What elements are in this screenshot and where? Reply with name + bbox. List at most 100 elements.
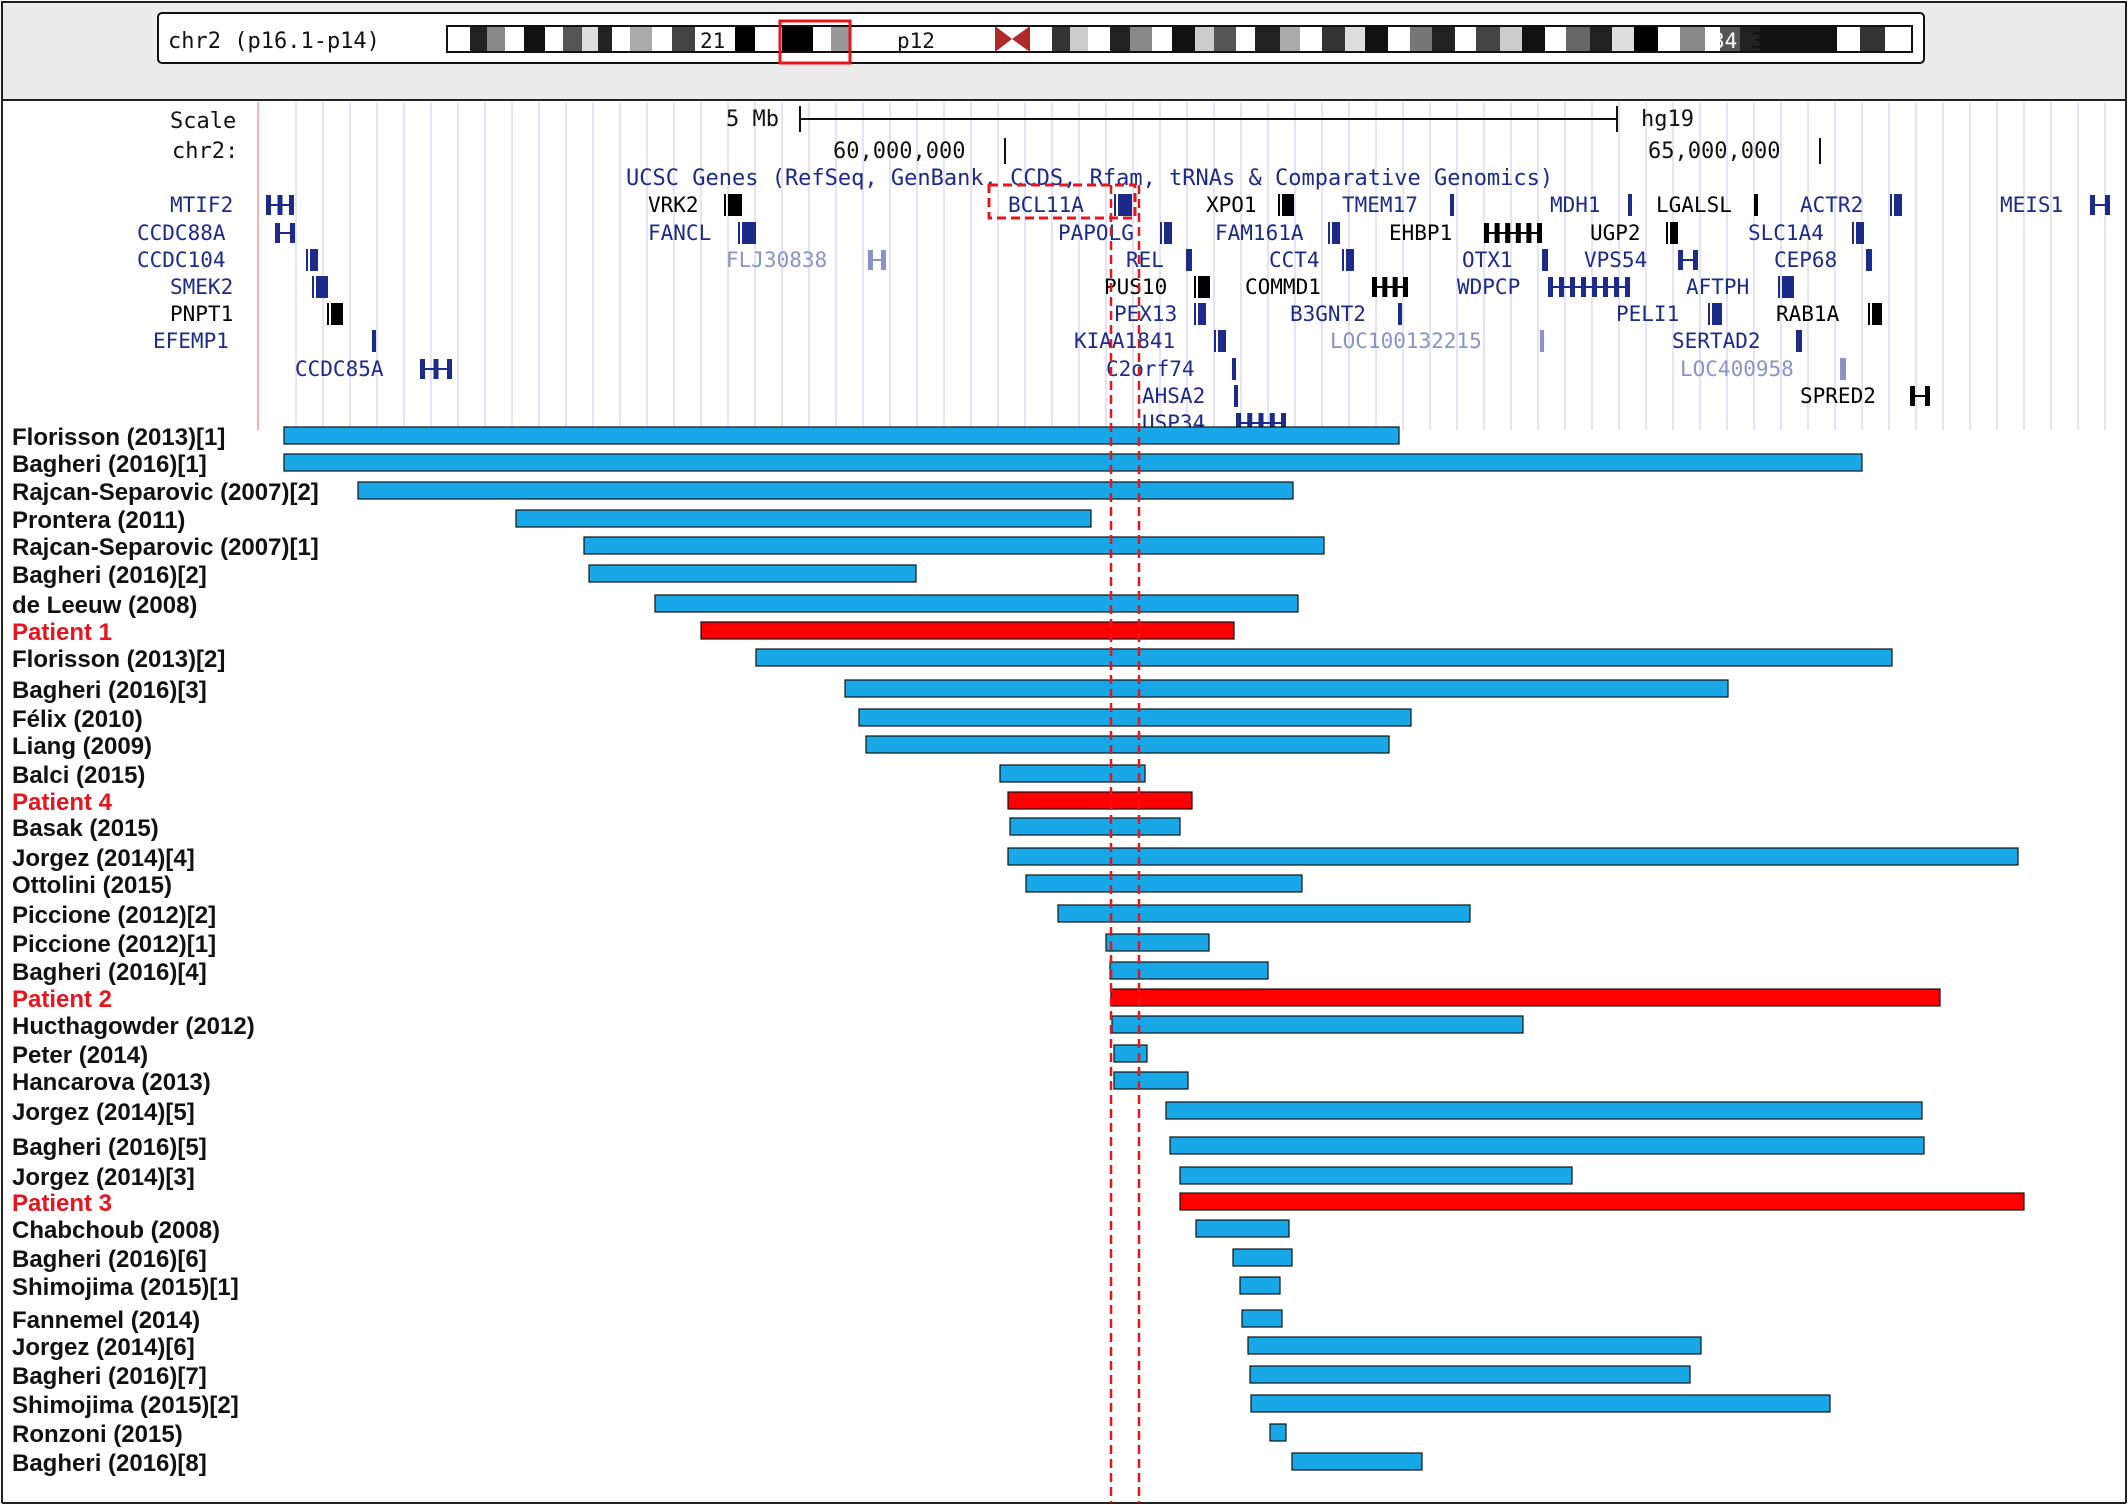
gene-model-spred2[interactable] (1910, 386, 1930, 406)
gene-label-efemp1[interactable]: EFEMP1 (153, 329, 229, 353)
case-bar-jorgez-2014-3[interactable] (1179, 1166, 1573, 1185)
case-bar-bagheri-2016-6[interactable] (1232, 1248, 1293, 1267)
gene-model-usp34[interactable] (1236, 413, 1286, 433)
gene-label-mtif2[interactable]: MTIF2 (170, 193, 233, 217)
gene-model-fam161a[interactable] (1328, 222, 1340, 244)
gene-label-commd1[interactable]: COMMD1 (1245, 275, 1321, 299)
case-bar-patient-2[interactable] (1110, 988, 1941, 1007)
gene-label-xpo1[interactable]: XPO1 (1206, 193, 1257, 217)
gene-label-ehbp1[interactable]: EHBP1 (1389, 221, 1452, 245)
case-bar-jorgez-2014-4[interactable] (1007, 847, 2019, 866)
gene-model-mtif2[interactable] (266, 195, 294, 215)
gene-model-sertad2[interactable] (1796, 330, 1802, 352)
gene-model-mdh1[interactable] (1628, 194, 1632, 216)
case-bar-ronzoni-2015[interactable] (1269, 1423, 1287, 1442)
gene-model-papolg[interactable] (1160, 222, 1172, 244)
gene-model-bcl11a[interactable] (1114, 194, 1132, 216)
case-bar-bagheri-2016-1[interactable] (283, 453, 1863, 472)
gene-label-flj30838[interactable]: FLJ30838 (726, 248, 827, 272)
gene-label-mdh1[interactable]: MDH1 (1550, 193, 1601, 217)
gene-label-spred2[interactable]: SPRED2 (1800, 384, 1876, 408)
case-bar-jorgez-2014-6[interactable] (1247, 1336, 1702, 1355)
gene-label-kiaa1841[interactable]: KIAA1841 (1074, 329, 1175, 353)
gene-model-rab1a[interactable] (1868, 303, 1882, 325)
gene-label-pex13[interactable]: PEX13 (1114, 302, 1177, 326)
gene-model-efemp1[interactable] (372, 330, 376, 352)
gene-model-pex13[interactable] (1194, 303, 1206, 325)
case-bar-patient-1[interactable] (700, 621, 1235, 640)
gene-model-pus10[interactable] (1194, 276, 1210, 298)
case-bar-bagheri-2016-7[interactable] (1249, 1365, 1691, 1384)
gene-label-vps54[interactable]: VPS54 (1584, 248, 1647, 272)
gene-model-flj30838[interactable] (868, 250, 886, 270)
gene-model-wdpcp[interactable] (1548, 277, 1630, 297)
gene-model-slc1a4[interactable] (1852, 222, 1864, 244)
gene-label-ahsa2[interactable]: AHSA2 (1142, 384, 1205, 408)
gene-label-smek2[interactable]: SMEK2 (170, 275, 233, 299)
gene-label-ccdc88a[interactable]: CCDC88A (137, 221, 226, 245)
gene-model-pnpt1[interactable] (327, 303, 343, 325)
case-bar-shimojima-2015-1[interactable] (1239, 1276, 1281, 1295)
case-bar-de-leeuw-2008[interactable] (654, 594, 1299, 613)
gene-model-loc100132215[interactable] (1540, 330, 1544, 352)
case-bar-chabchoub-2008[interactable] (1195, 1219, 1290, 1238)
gene-model-cct4[interactable] (1342, 249, 1354, 271)
case-bar-bagheri-2016-5[interactable] (1169, 1136, 1925, 1155)
gene-label-slc1a4[interactable]: SLC1A4 (1748, 221, 1824, 245)
gene-label-cct4[interactable]: CCT4 (1269, 248, 1320, 272)
gene-label-ugp2[interactable]: UGP2 (1590, 221, 1641, 245)
case-bar-prontera-2011[interactable] (515, 509, 1092, 528)
case-bar-patient-3[interactable] (1179, 1192, 2025, 1211)
case-bar-hancarova-2013[interactable] (1113, 1071, 1189, 1090)
gene-label-aftph[interactable]: AFTPH (1686, 275, 1749, 299)
gene-model-vps54[interactable] (1678, 250, 1698, 270)
case-bar-bagheri-2016-4[interactable] (1109, 961, 1269, 980)
gene-model-peli1[interactable] (1708, 303, 1722, 325)
gene-label-pus10[interactable]: PUS10 (1104, 275, 1167, 299)
gene-label-ccdc104[interactable]: CCDC104 (137, 248, 226, 272)
gene-label-c2orf74[interactable]: C2orf74 (1106, 357, 1195, 381)
case-bar-shimojima-2015-2[interactable] (1250, 1394, 1831, 1413)
case-bar-florisson-2013-2[interactable] (755, 648, 1893, 667)
gene-label-ccdc85a[interactable]: CCDC85A (295, 357, 384, 381)
gene-label-wdpcp[interactable]: WDPCP (1457, 275, 1520, 299)
gene-model-vrk2[interactable] (724, 194, 742, 216)
gene-model-c2orf74[interactable] (1232, 358, 1236, 380)
case-bar-fannemel-2014[interactable] (1241, 1309, 1283, 1328)
case-bar-balci-2015[interactable] (999, 764, 1146, 783)
gene-model-rel[interactable] (1186, 249, 1192, 271)
gene-label-tmem17[interactable]: TMEM17 (1342, 193, 1418, 217)
gene-label-bcl11a[interactable]: BCL11A (1008, 193, 1084, 217)
gene-model-xpo1[interactable] (1278, 194, 1294, 216)
gene-model-cep68[interactable] (1866, 249, 1872, 271)
gene-model-meis1[interactable] (2090, 195, 2110, 215)
gene-model-ahsa2[interactable] (1234, 385, 1238, 407)
gene-model-otx1[interactable] (1542, 249, 1548, 271)
gene-label-b3gnt2[interactable]: B3GNT2 (1290, 302, 1366, 326)
case-bar-jorgez-2014-5[interactable] (1165, 1101, 1923, 1120)
gene-label-actr2[interactable]: ACTR2 (1800, 193, 1863, 217)
gene-label-fam161a[interactable]: FAM161A (1215, 221, 1304, 245)
gene-label-rab1a[interactable]: RAB1A (1776, 302, 1840, 326)
case-bar-ottolini-2015[interactable] (1025, 874, 1303, 893)
gene-model-b3gnt2[interactable] (1398, 303, 1402, 325)
gene-model-lgalsl[interactable] (1754, 194, 1758, 216)
gene-label-loc100132215[interactable]: LOC100132215 (1330, 329, 1482, 353)
case-bar-rajcan-separovic-2007-1[interactable] (583, 536, 1325, 555)
case-bar-f-lix-2010[interactable] (858, 708, 1412, 727)
gene-label-meis1[interactable]: MEIS1 (2000, 193, 2063, 217)
case-bar-bagheri-2016-8[interactable] (1291, 1452, 1423, 1471)
gene-model-tmem17[interactable] (1450, 194, 1454, 216)
case-bar-liang-2009[interactable] (865, 735, 1390, 754)
gene-model-kiaa1841[interactable] (1214, 330, 1226, 352)
gene-label-sertad2[interactable]: SERTAD2 (1672, 329, 1761, 353)
case-bar-hucthagowder-2012[interactable] (1111, 1015, 1524, 1034)
case-bar-basak-2015[interactable] (1009, 817, 1181, 836)
gene-model-loc400958[interactable] (1840, 358, 1846, 380)
case-bar-rajcan-separovic-2007-2[interactable] (357, 481, 1294, 500)
gene-model-aftph[interactable] (1778, 276, 1794, 298)
gene-model-actr2[interactable] (1890, 194, 1902, 216)
gene-model-ccdc104[interactable] (306, 249, 318, 271)
case-bar-peter-2014[interactable] (1113, 1044, 1148, 1063)
gene-label-peli1[interactable]: PELI1 (1616, 302, 1679, 326)
